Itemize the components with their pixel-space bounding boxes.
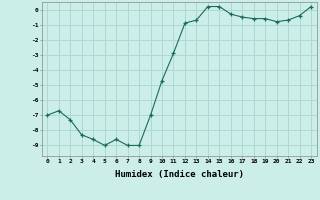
X-axis label: Humidex (Indice chaleur): Humidex (Indice chaleur) [115, 170, 244, 179]
